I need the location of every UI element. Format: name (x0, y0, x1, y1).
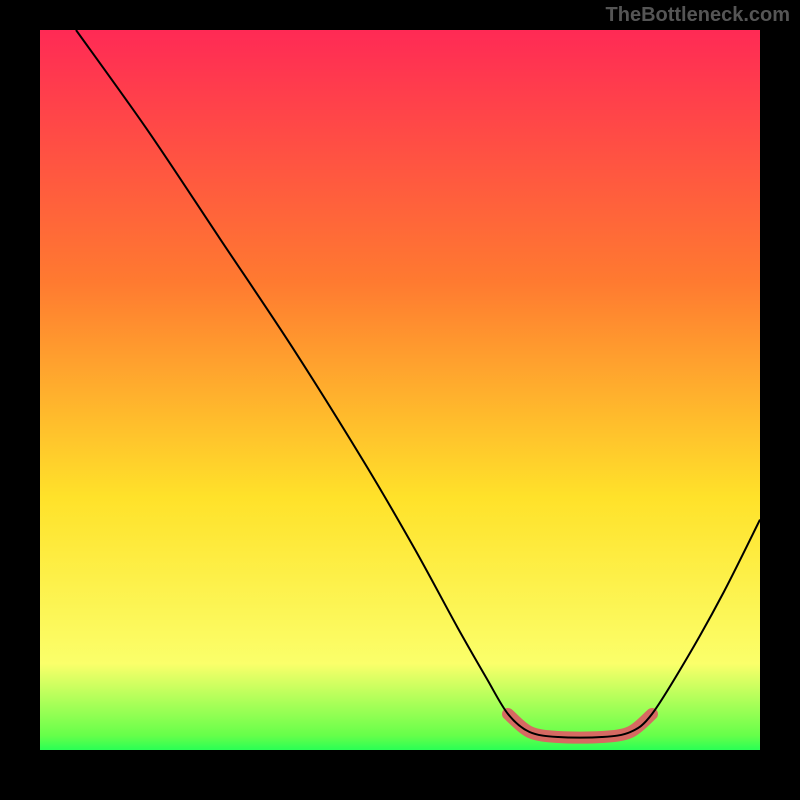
curve-svg (40, 30, 760, 750)
watermark-text: TheBottleneck.com (606, 4, 790, 27)
plot-area (40, 30, 760, 750)
bottleneck-curve (76, 30, 760, 738)
bottleneck-highlight (508, 714, 652, 738)
